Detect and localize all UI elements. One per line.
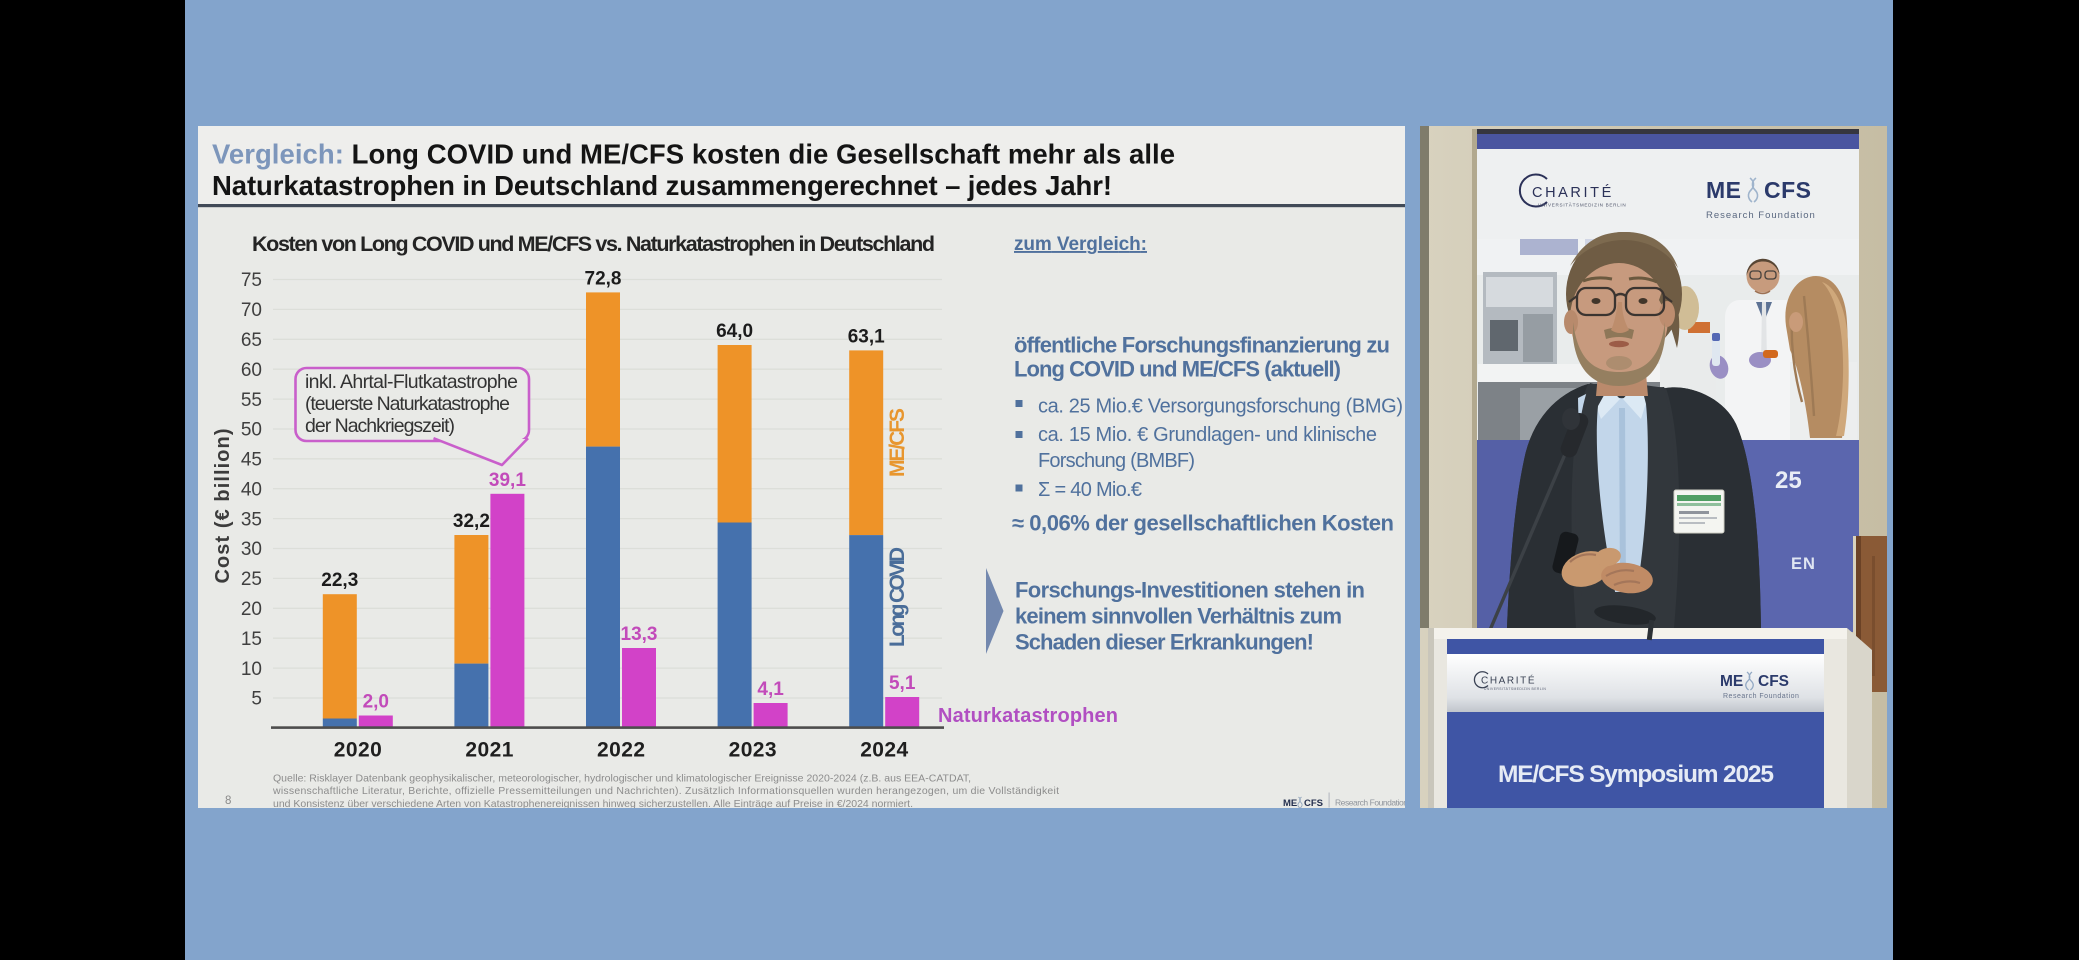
svg-text:(teuerste Naturkatastrophe: (teuerste Naturkatastrophe <box>305 393 510 415</box>
svg-text:45: 45 <box>241 450 262 471</box>
svg-text:4,1: 4,1 <box>757 679 784 700</box>
svg-text:Research Foundation: Research Foundation <box>1723 693 1799 700</box>
svg-text:30: 30 <box>241 539 262 560</box>
svg-text:Quelle: Risklayer Datenbank ge: Quelle: Risklayer Datenbank geophysikali… <box>273 773 971 785</box>
svg-text:CHARITÉ: CHARITÉ <box>1532 184 1614 201</box>
svg-text:2020: 2020 <box>334 739 382 762</box>
svg-text:32,2: 32,2 <box>453 511 490 532</box>
svg-text:25: 25 <box>241 569 262 590</box>
svg-text:CFS: CFS <box>1758 673 1789 690</box>
svg-text:keinem sinnvollen Verhältnis z: keinem sinnvollen Verhältnis zum <box>1015 604 1342 629</box>
svg-text:Forschungs-Investitionen stehe: Forschungs-Investitionen stehen in <box>1015 577 1365 602</box>
svg-text:50: 50 <box>241 420 262 441</box>
svg-text:ME/CFS Symposium 2025: ME/CFS Symposium 2025 <box>1498 761 1774 788</box>
svg-text:CHARITÉ: CHARITÉ <box>1481 674 1536 687</box>
svg-text:ME/CFS: ME/CFS <box>886 408 909 477</box>
svg-text:Research Foundation: Research Foundation <box>1335 798 1405 808</box>
svg-text:ME: ME <box>1706 177 1742 203</box>
svg-text:CFS: CFS <box>1304 798 1323 808</box>
svg-text:öffentliche Forschungsfinanzie: öffentliche Forschungsfinanzierung zu <box>1014 332 1390 357</box>
svg-text:Vergleich: Long COVID und ME/: Vergleich: Long COVID und ME/CFS kosten … <box>212 139 1175 170</box>
svg-text:15: 15 <box>241 629 262 650</box>
svg-text:UNIVERSITÄTSMEDIZIN BERLIN: UNIVERSITÄTSMEDIZIN BERLIN <box>1484 687 1546 691</box>
svg-text:22,3: 22,3 <box>321 570 358 591</box>
svg-text:ca. 25 Mio.€ Versorgungsforsch: ca. 25 Mio.€ Versorgungsforschung (BMG) <box>1038 395 1403 417</box>
svg-text:20: 20 <box>241 599 262 620</box>
svg-text:Naturkatastrophen in Deutschla: Naturkatastrophen in Deutschland zusamme… <box>212 170 1112 201</box>
svg-text:8: 8 <box>225 795 231 807</box>
svg-text:72,8: 72,8 <box>585 268 622 289</box>
svg-text:75: 75 <box>241 270 262 291</box>
svg-text:Naturkatastrophen: Naturkatastrophen <box>938 705 1118 727</box>
svg-text:Kosten von Long COVID und ME/: Kosten von Long COVID und ME/CFS vs. Nat… <box>252 232 935 256</box>
svg-text:63,1: 63,1 <box>848 326 885 347</box>
svg-text:2024: 2024 <box>860 739 908 762</box>
svg-text:und Konsistenz über verschiede: und Konsistenz über verschiedene Arten v… <box>273 798 913 808</box>
svg-text:Schaden dieser Erkrankungen!: Schaden dieser Erkrankungen! <box>1015 630 1314 655</box>
svg-text:25: 25 <box>1775 467 1802 494</box>
svg-text:EN: EN <box>1791 555 1816 573</box>
svg-text:wissenschaftliche Literatur, B: wissenschaftliche Literatur, Berichte, o… <box>272 785 1059 797</box>
svg-text:Research Foundation: Research Foundation <box>1706 210 1816 221</box>
svg-text:2022: 2022 <box>597 739 645 762</box>
svg-text:65: 65 <box>241 330 262 351</box>
svg-text:Long COVID: Long COVID <box>886 547 909 647</box>
svg-text:ME: ME <box>1283 798 1297 808</box>
svg-text:der Nachkriegszeit): der Nachkriegszeit) <box>305 415 455 437</box>
svg-text:2021: 2021 <box>465 739 513 762</box>
svg-text:Long COVID und ME/CFS (aktuell: Long COVID und ME/CFS (aktuell) <box>1014 356 1341 381</box>
svg-text:10: 10 <box>241 659 262 680</box>
svg-text:ME: ME <box>1720 673 1743 690</box>
svg-text:70: 70 <box>241 300 262 321</box>
svg-text:≈ 0,06% der gesellschaftlichen: ≈ 0,06% der gesellschaftlichen Kosten <box>1012 511 1394 536</box>
svg-text:60: 60 <box>241 360 262 381</box>
svg-text:40: 40 <box>241 479 262 500</box>
svg-text:5: 5 <box>251 689 262 710</box>
svg-text:2,0: 2,0 <box>363 692 389 713</box>
svg-text:CFS: CFS <box>1764 177 1812 203</box>
svg-text:2023: 2023 <box>729 739 777 762</box>
svg-text:Cost (€ billion): Cost (€ billion) <box>212 429 234 584</box>
svg-text:35: 35 <box>241 509 262 530</box>
svg-text:13,3: 13,3 <box>621 624 658 645</box>
svg-text:39,1: 39,1 <box>489 470 526 491</box>
svg-text:ca. 15 Mio. € Grundlagen- und: ca. 15 Mio. € Grundlagen- und klinische <box>1038 424 1377 446</box>
svg-text:64,0: 64,0 <box>716 321 753 342</box>
svg-text:55: 55 <box>241 390 262 411</box>
svg-text:inkl. Ahrtal-Flutkatastrophe: inkl. Ahrtal-Flutkatastrophe <box>305 371 518 393</box>
svg-text:Forschung (BMBF): Forschung (BMBF) <box>1038 450 1195 472</box>
svg-text:zum Vergleich:: zum Vergleich: <box>1014 234 1147 255</box>
svg-text:Σ = 40 Mio.€: Σ = 40 Mio.€ <box>1038 479 1142 501</box>
svg-text:5,1: 5,1 <box>889 673 916 694</box>
svg-text:UNIVERSITÄTSMEDIZIN BERLIN: UNIVERSITÄTSMEDIZIN BERLIN <box>1538 202 1626 208</box>
